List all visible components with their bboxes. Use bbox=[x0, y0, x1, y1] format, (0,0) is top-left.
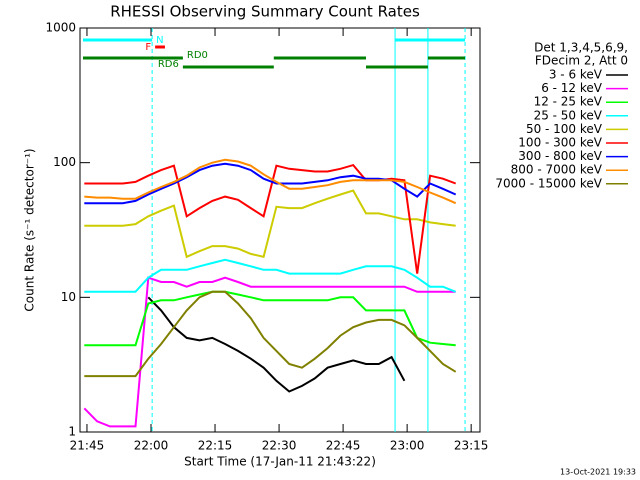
legend-label: 6 - 12 keV bbox=[541, 81, 603, 95]
legend-label: 300 - 800 keV bbox=[518, 149, 602, 163]
plot-frame bbox=[79, 27, 481, 433]
x-tick-label: 23:00 bbox=[390, 439, 425, 453]
x-tick-label: 22:00 bbox=[134, 439, 169, 453]
y-tick-label: 100 bbox=[53, 155, 76, 169]
legend-label: 7000 - 15000 keV bbox=[495, 176, 602, 190]
x-axis-label: Start Time (17-Jan-11 21:43:22) bbox=[184, 455, 376, 469]
legend-header: Det 1,3,4,5,6,9, bbox=[534, 41, 628, 55]
legend-label: 50 - 100 keV bbox=[526, 122, 603, 136]
footer: 13-Oct-2021 19:33 bbox=[560, 468, 636, 477]
series-line bbox=[84, 162, 457, 205]
series-line bbox=[84, 163, 457, 274]
legend-label: 25 - 50 keV bbox=[534, 108, 603, 122]
y-tick-label: 1 bbox=[68, 425, 76, 439]
y-tick-label: 10 bbox=[61, 290, 76, 304]
series-line bbox=[84, 189, 456, 259]
series-line bbox=[84, 258, 457, 293]
flag-label: F bbox=[145, 42, 151, 53]
series-line bbox=[84, 290, 456, 347]
flag-label: RD0 bbox=[187, 50, 208, 61]
flag-label: RD6 bbox=[158, 59, 179, 70]
x-tick-label: 23:15 bbox=[454, 439, 489, 453]
y-tick-label: 1000 bbox=[45, 21, 76, 35]
x-tick-label: 22:30 bbox=[262, 439, 297, 453]
flag-label: N bbox=[156, 35, 163, 46]
chart-title: RHESSI Observing Summary Count Rates bbox=[110, 3, 420, 21]
series-line bbox=[84, 290, 457, 378]
legend-label: 12 - 25 keV bbox=[534, 95, 603, 109]
series-line bbox=[147, 296, 406, 393]
y-axis-label: Count Rate (s⁻¹ detector⁻¹) bbox=[23, 148, 37, 311]
x-tick-label: 22:45 bbox=[326, 439, 361, 453]
legend-header: FDecim 2, Att 0 bbox=[535, 54, 628, 68]
legend-label: 800 - 7000 keV bbox=[511, 163, 603, 177]
series-line bbox=[83, 276, 456, 428]
legend-label: 3 - 6 keV bbox=[549, 68, 603, 82]
x-tick-label: 21:45 bbox=[70, 439, 105, 453]
series-line bbox=[84, 158, 457, 205]
x-tick-label: 22:15 bbox=[198, 439, 233, 453]
legend-label: 100 - 300 keV bbox=[518, 136, 602, 150]
